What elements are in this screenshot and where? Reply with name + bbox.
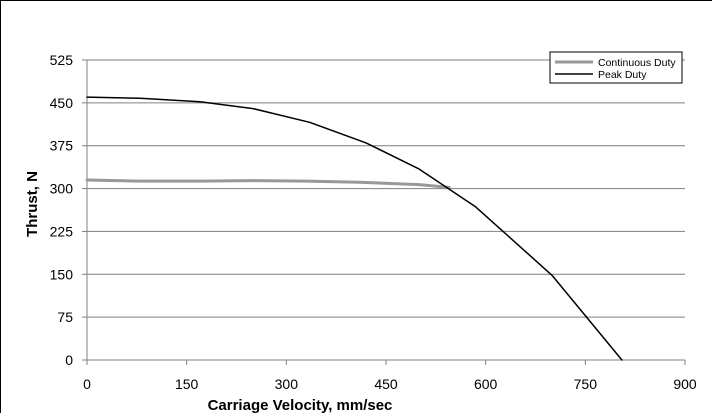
y-tick-label: 75 [57,309,73,325]
y-tick-label: 225 [50,223,74,239]
x-tick-label: 600 [474,376,498,392]
continuous-duty-line [85,178,451,189]
peak-duty-line [86,96,623,361]
y-axis-title: Thrust, N [24,171,41,237]
x-tick-label: 300 [275,376,299,392]
y-tick-label: 450 [50,95,74,111]
series-layer [85,96,623,361]
legend-box [549,51,683,84]
x-tick-label: 450 [374,376,398,392]
y-tick-label: 375 [50,138,74,154]
x-tick-label: 0 [83,376,91,392]
legend-label-peak-duty: Peak Duty [598,69,647,81]
y-tick-label: 300 [50,181,74,197]
x-tick-label: 150 [175,376,199,392]
x-tick-label: 900 [673,376,697,392]
legend-label-continuous-duty: Continuous Duty [598,57,676,69]
y-tick-label: 525 [50,52,74,68]
x-tick-label: 750 [574,376,598,392]
axes [82,59,686,365]
y-tick-label: 150 [50,266,74,282]
tick-labels: 0 75 150 225 300 375 450 525 0 150 300 450 600 750 900 [50,52,697,392]
x-axis-title: Carriage Velocity, mm/sec [208,397,393,414]
y-tick-label: 0 [65,352,73,368]
